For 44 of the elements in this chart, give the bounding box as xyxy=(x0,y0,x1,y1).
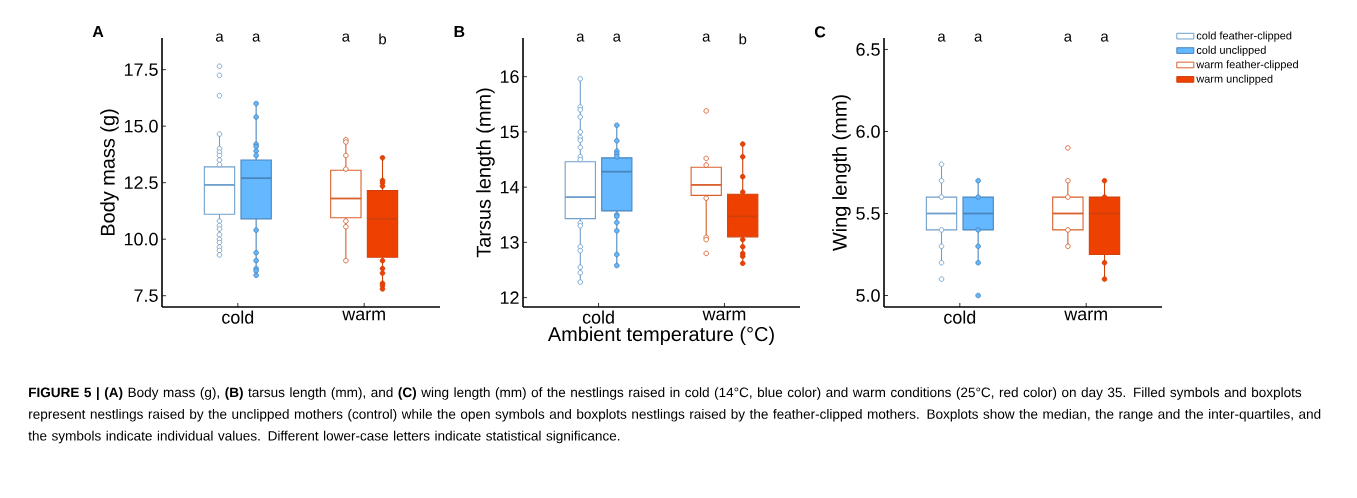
x-tick-label: warm xyxy=(342,310,385,321)
y-tick-label: 15 xyxy=(500,125,519,139)
y-tick-label: 15.0 xyxy=(124,119,158,133)
y-tick-label: 12 xyxy=(500,291,519,304)
y-axis-title: Body mass (g) xyxy=(100,109,119,236)
annotation: b xyxy=(739,33,747,45)
annotation: a xyxy=(1101,33,1109,42)
y-axis-title: Tarsus length (mm) xyxy=(476,88,495,258)
chart-title: C xyxy=(814,26,826,38)
legend-label: warm unclipped xyxy=(1196,74,1273,85)
y-tick-label: 16 xyxy=(500,70,519,84)
legend-label: cold unclipped xyxy=(1196,45,1266,57)
y-tick-label: 14 xyxy=(500,180,519,194)
text: FIGURE 5 | (A) Body mass (g), (B) tarsus length (mm), and (C) wing length (mm) of the nestlings raised in cold (14°C, blue color) and warm conditions (25°C, red color) on day 35. Filled symbols and boxplots represent nestlings raised by the unclipped mothers (control) while the open symbols and boxplots nestlings raised by the feather-clipped mothers. Boxplots show the median, the range and the inter-quartiles, and the symbols indicate individual values. Different lower-case letters indicate statistical significance. xyxy=(28,387,1321,444)
y-tick-label: 6.5 xyxy=(856,43,880,56)
annotation: a xyxy=(974,33,983,42)
y-tick-label: 12.5 xyxy=(124,176,158,190)
x-tick-label: cold xyxy=(582,310,614,324)
y-axis-title: Wing length (mm) xyxy=(832,95,851,252)
annotation: a xyxy=(576,33,585,42)
annotation: a xyxy=(613,33,621,42)
y-tick-label: 5.0 xyxy=(856,289,880,302)
chart-title: B xyxy=(454,26,465,38)
annotation: b xyxy=(379,33,387,45)
annotation: a xyxy=(937,33,946,42)
chart-title: A xyxy=(92,26,104,38)
annotation: a xyxy=(342,33,351,42)
y-tick-label: 17.5 xyxy=(124,63,158,76)
y-tick-label: 6.0 xyxy=(856,125,880,138)
y-tick-label: 13 xyxy=(500,236,519,249)
annotation: a xyxy=(702,33,711,42)
legend-label: warm feather-clipped xyxy=(1196,60,1298,71)
x-tick-label: warm xyxy=(702,310,746,321)
x-tick-label: warm xyxy=(1064,310,1107,321)
annotation: a xyxy=(1064,33,1073,42)
x-axis-title: Ambient temperature (°C) xyxy=(547,326,774,346)
y-tick-label: 10.0 xyxy=(124,232,158,246)
legend-label: cold feather-clipped xyxy=(1196,31,1292,42)
annotation: a xyxy=(215,33,224,42)
y-tick-label: 7.5 xyxy=(134,289,158,302)
annotation: a xyxy=(252,33,261,42)
x-tick-label: cold xyxy=(222,310,254,324)
y-tick-label: 5.5 xyxy=(856,207,880,220)
x-tick-label: cold xyxy=(944,310,976,324)
